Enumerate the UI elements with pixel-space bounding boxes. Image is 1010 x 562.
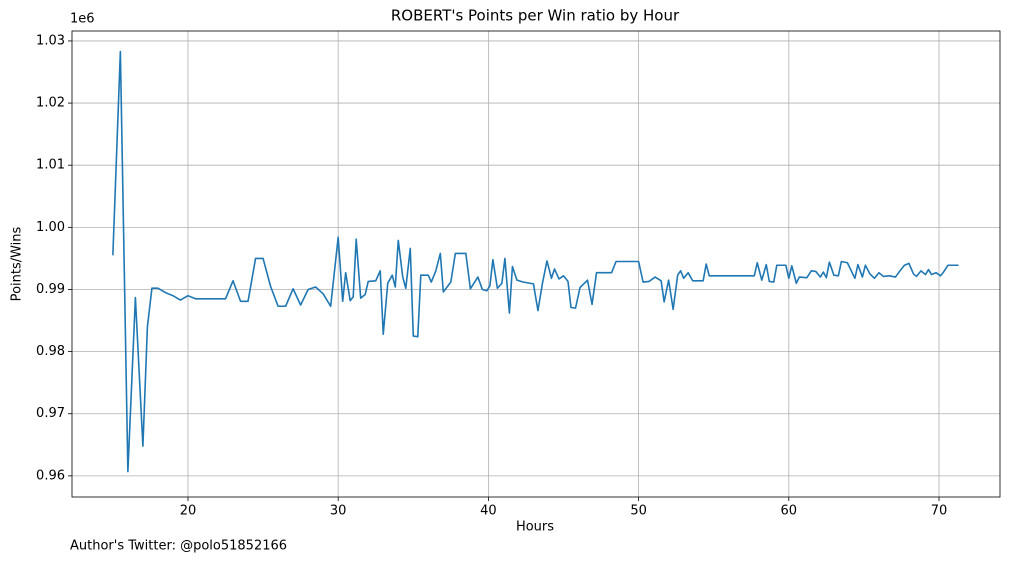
chart-title: ROBERT's Points per Win ratio by Hour	[391, 7, 680, 25]
y-offset-label: 1e6	[70, 12, 95, 27]
plot-frame	[71, 30, 1001, 498]
y-tick-label: 0.96	[36, 468, 65, 483]
y-tick-label: 0.99	[36, 282, 65, 297]
x-tick-label: 50	[630, 504, 647, 519]
y-tick-label: 1.00	[36, 220, 65, 235]
x-tick-label: 40	[480, 504, 497, 519]
x-axis-label: Hours	[516, 520, 554, 535]
y-axis-label: Points/Wins	[10, 226, 25, 301]
y-tick-label: 0.98	[36, 344, 65, 359]
y-tick-label: 1.03	[36, 33, 65, 48]
y-tick-label: 1.02	[36, 96, 65, 111]
data-line	[112, 50, 959, 473]
y-tick-label: 0.97	[36, 406, 65, 421]
x-tick-label: 30	[330, 504, 347, 519]
footnote: Author's Twitter: @polo51852166	[70, 539, 287, 554]
x-tick-label: 70	[931, 504, 948, 519]
x-tick-label: 60	[781, 504, 798, 519]
y-tick-label: 1.01	[36, 158, 65, 173]
x-tick-label: 20	[180, 504, 197, 519]
